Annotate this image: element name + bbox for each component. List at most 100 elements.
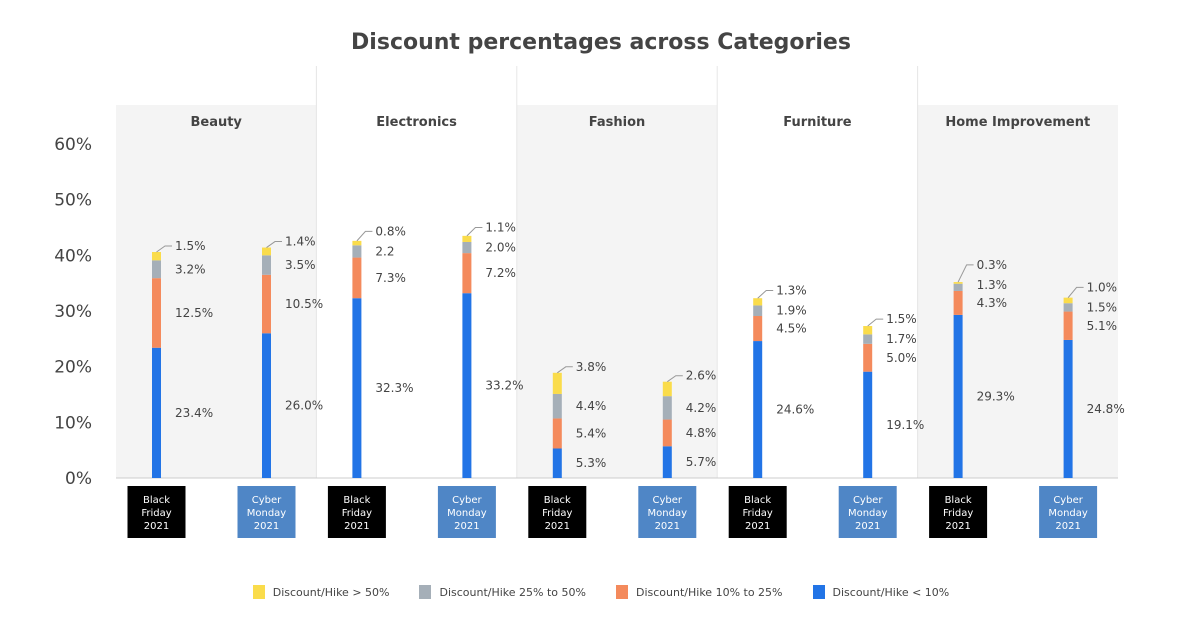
bar-segment — [352, 240, 362, 246]
leader-line — [466, 227, 483, 237]
leader-line — [356, 230, 373, 242]
data-label: 5.4% — [576, 426, 607, 440]
event-badge-label: Monday — [1048, 508, 1088, 519]
bar-segment — [753, 305, 763, 317]
legend-swatch — [812, 585, 825, 599]
bar-segment — [152, 278, 161, 348]
data-label: 5.7% — [686, 455, 717, 469]
event-badge-label: 2021 — [1055, 521, 1080, 532]
event-badge-label: 2021 — [745, 521, 770, 532]
bar-segment — [352, 245, 362, 258]
bar-segment — [953, 290, 963, 315]
data-label: 3.2% — [175, 262, 206, 276]
event-badge-label: 2021 — [945, 521, 970, 532]
panel-background — [917, 105, 1118, 478]
legend-swatch — [252, 585, 265, 599]
bar-segment — [953, 314, 963, 478]
bar-segment — [262, 274, 271, 334]
data-label: 1.5% — [175, 239, 206, 253]
legend-item: Discount/Hike 25% to 50% — [419, 585, 586, 599]
event-badge-label: 2021 — [144, 521, 169, 532]
legend-item: Discount/Hike > 50% — [252, 585, 389, 599]
data-label: 1.3% — [977, 278, 1008, 292]
event-badge — [1039, 486, 1098, 538]
legend-label: Discount/Hike 25% to 50% — [439, 585, 586, 599]
event-badge-label: Friday — [542, 508, 572, 519]
bar-segment — [352, 298, 362, 478]
y-tick-label: 30% — [54, 302, 92, 322]
event-badge-label: Friday — [342, 508, 372, 519]
leader-line — [957, 264, 974, 283]
leader-line — [266, 241, 282, 248]
bar-segment — [662, 419, 672, 447]
event-badge-label: Black — [143, 495, 170, 506]
event-badge-label: Friday — [141, 508, 171, 519]
bar-segment — [352, 257, 362, 299]
bar-segment — [662, 396, 672, 420]
bar-segment — [863, 326, 873, 335]
bar-segment — [262, 333, 271, 478]
event-badge-label: Friday — [743, 508, 773, 519]
event-badge-label: Friday — [943, 508, 973, 519]
event-badge-label: Monday — [247, 508, 287, 519]
y-tick-label: 60% — [54, 135, 92, 155]
data-label: 33.2% — [485, 379, 523, 393]
y-tick-label: 40% — [54, 246, 92, 266]
y-tick-label: 20% — [54, 358, 92, 378]
data-label: 5.1% — [1087, 319, 1118, 333]
legend-swatch — [419, 585, 432, 599]
data-label: 19.1% — [886, 418, 924, 432]
event-badge-label: Cyber — [653, 495, 683, 506]
leader-line — [1067, 286, 1084, 298]
event-badge — [929, 486, 988, 538]
data-label: 23.4% — [175, 406, 213, 420]
bar-segment — [552, 418, 562, 449]
data-label: 1.3% — [776, 284, 807, 298]
data-label: 4.2% — [686, 401, 717, 415]
bar-segment — [552, 448, 562, 478]
legend-label: Discount/Hike 10% to 25% — [636, 585, 783, 599]
data-label: 2.0% — [485, 241, 516, 255]
event-badge-label: 2021 — [655, 521, 680, 532]
leader-line — [156, 245, 172, 253]
data-label: 29.3% — [977, 389, 1015, 403]
bar-segment — [462, 235, 472, 242]
data-label: 4.3% — [977, 296, 1008, 310]
event-badge-label: Monday — [447, 508, 487, 519]
event-badge-label: Cyber — [853, 495, 883, 506]
data-label: 4.4% — [576, 399, 607, 413]
panel-title: Home Improvement — [945, 115, 1090, 130]
event-badge-label: 2021 — [254, 521, 279, 532]
y-tick-label: 10% — [54, 413, 92, 433]
data-label: 4.5% — [776, 322, 807, 336]
event-badge — [728, 486, 787, 538]
data-label: 1.0% — [1087, 280, 1118, 294]
bar-segment — [462, 241, 472, 254]
bar-segment — [953, 282, 963, 284]
panel-background — [516, 105, 718, 478]
data-label: 2.2 — [375, 244, 394, 258]
data-label: 1.4% — [285, 235, 316, 249]
event-badge — [838, 486, 897, 538]
bar-segment — [552, 393, 562, 419]
event-badge — [528, 486, 587, 538]
event-badge-label: Monday — [648, 508, 688, 519]
data-label: 1.5% — [886, 312, 917, 326]
bar-segment — [152, 347, 161, 478]
bar-segment — [262, 255, 271, 275]
event-badge-label: Cyber — [252, 495, 282, 506]
leader-line — [557, 366, 573, 374]
bar-segment — [953, 283, 963, 291]
data-label: 4.8% — [686, 426, 717, 440]
event-badge-label: 2021 — [344, 521, 369, 532]
data-label: 32.3% — [375, 381, 413, 395]
bar-segment — [1063, 339, 1073, 478]
event-badge-label: 2021 — [545, 521, 570, 532]
data-label: 5.0% — [886, 351, 917, 365]
bar-segment — [152, 260, 161, 279]
bar-segment — [1063, 297, 1073, 304]
event-badge — [327, 486, 386, 538]
bar-segment — [1063, 311, 1073, 340]
